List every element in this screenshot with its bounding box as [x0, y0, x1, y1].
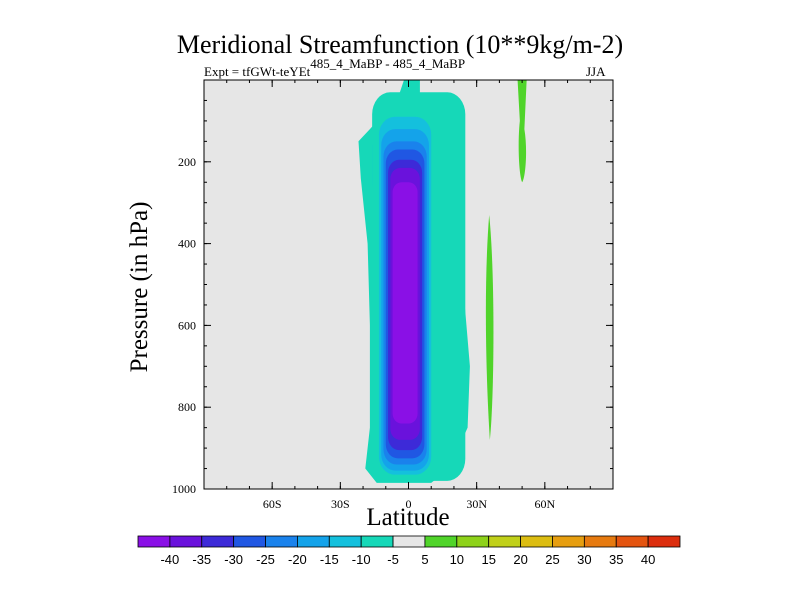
colorbar-label: 20: [513, 552, 527, 567]
colorbar-label: -30: [224, 552, 243, 567]
colorbar-label: -40: [160, 552, 179, 567]
negative-cell-contours: [358, 80, 470, 483]
positive-band-50N: [517, 80, 527, 183]
season-label: JJA: [586, 64, 606, 79]
colorbar-label: 10: [450, 552, 464, 567]
y-tick-label: 800: [178, 400, 196, 414]
colorbar-label: 5: [421, 552, 428, 567]
x-tick-label: 0: [406, 497, 412, 511]
experiment-difference: 485_4_MaBP - 485_4_MaBP: [310, 56, 466, 71]
positive-band-35N: [485, 214, 494, 440]
colorbar-label: -10: [352, 552, 371, 567]
experiment-subtitle: Expt = tfGWt-teYEt485_4_MaBP - 485_4_MaB…: [204, 56, 465, 80]
colorbar-box: [137, 535, 171, 548]
colorbar-box: [169, 535, 203, 548]
x-axis-title: Latitude: [366, 504, 450, 531]
colorbar-label: 30: [577, 552, 591, 567]
colorbar-box: [297, 535, 330, 548]
colorbar-box: [615, 535, 649, 548]
colorbar-box: [488, 535, 521, 548]
colorbar-label: -35: [192, 552, 211, 567]
colorbar-label: 35: [609, 552, 623, 567]
colorbar-box: [583, 535, 617, 548]
colorbar-label: 40: [641, 552, 655, 567]
colorbar-box: [201, 535, 235, 548]
colorbar-box: [520, 535, 553, 548]
y-tick-label: 1000: [172, 482, 196, 496]
contour-level-7: [392, 182, 418, 424]
colorbar-label: 15: [481, 552, 495, 567]
experiment-name: Expt = tfGWt-teYEt: [204, 64, 311, 79]
colorbar-box: [328, 535, 362, 548]
y-tick-label: 400: [178, 237, 196, 251]
colorbar-label: -5: [387, 552, 399, 567]
x-tick-label: 60S: [263, 497, 282, 511]
colorbar-box: [647, 535, 681, 548]
colorbar-box: [456, 535, 490, 548]
colorbar-box: [233, 535, 266, 548]
chart-title: Meridional Streamfunction (10**9kg/m-2): [176, 30, 624, 59]
x-tick-label: 30S: [331, 497, 350, 511]
colorbar-box: [552, 535, 585, 548]
colorbar-box: [360, 535, 394, 548]
colorbar-box: [392, 535, 426, 548]
colorbar-label: 25: [545, 552, 559, 567]
colorbar-label: -20: [288, 552, 307, 567]
colorbar-box: [265, 535, 298, 548]
colorbar-label: -15: [320, 552, 339, 567]
colorbar-box: [424, 535, 458, 548]
y-tick-label: 600: [178, 318, 196, 332]
x-tick-label: 30N: [466, 497, 487, 511]
x-tick-label: 60N: [534, 497, 555, 511]
colorbar-label: -25: [256, 552, 275, 567]
y-tick-label: 200: [178, 155, 196, 169]
